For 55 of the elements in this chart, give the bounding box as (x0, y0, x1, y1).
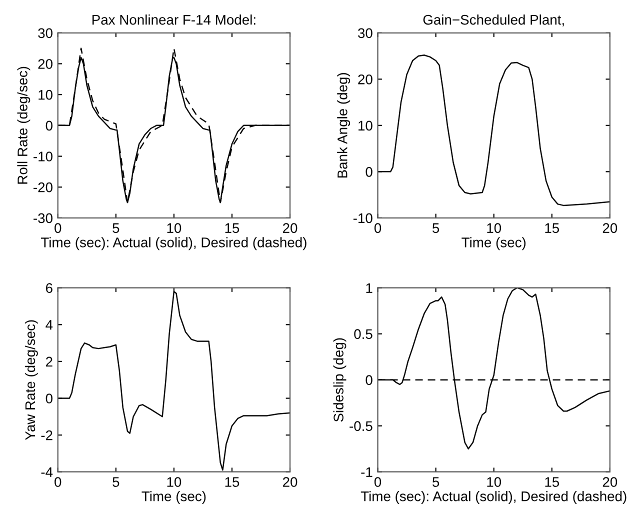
x-tick-label: 20 (602, 477, 618, 487)
y-tick-label: 20 (358, 74, 372, 84)
y-tick-label: 30 (38, 28, 52, 38)
y-tick-label: -10 (34, 152, 52, 162)
y-tick-label: 0 (366, 167, 372, 177)
y-axis-title: Roll Rate (deg/sec) (17, 66, 30, 184)
y-tick-label: 0 (46, 394, 52, 404)
x-tick-label: 15 (545, 223, 560, 233)
y-tick-label: 1 (366, 283, 372, 293)
y-tick-label: 20 (38, 59, 52, 69)
y-tick-label: 0 (366, 375, 372, 386)
x-tick-label: 10 (487, 223, 502, 233)
y-tick-label: -1 (361, 467, 372, 477)
chart-title: Pax Nonlinear F-14 Model: (92, 14, 256, 25)
x-tick-label: 15 (225, 477, 240, 487)
y-tick-label: 6 (46, 283, 52, 294)
y-tick-label: -4 (41, 467, 53, 477)
x-tick-label: 5 (112, 477, 120, 487)
chart-title: Gain−Scheduled Plant, (423, 14, 564, 26)
x-tick-label: 15 (225, 223, 240, 233)
y-axis-title: Sideslip (deg) (333, 338, 346, 422)
x-tick-label: 5 (112, 223, 120, 233)
x-tick-label: 10 (167, 477, 182, 487)
x-tick-label: 0 (54, 223, 62, 233)
x-tick-label: 20 (282, 477, 298, 487)
y-tick-label: 2 (46, 356, 52, 366)
x-tick-label: 10 (487, 477, 502, 487)
x-tick-label: 5 (432, 477, 440, 487)
y-tick-label: -0.5 (350, 421, 372, 432)
y-tick-label: 0.5 (354, 329, 372, 340)
x-tick-label: 0 (54, 477, 62, 487)
y-tick-label: -2 (41, 430, 52, 440)
y-tick-label: -10 (353, 213, 372, 224)
line-series (58, 290, 290, 471)
x-tick-label: 20 (282, 223, 298, 233)
y-tick-label: 10 (358, 120, 372, 131)
y-tick-label: 10 (38, 90, 52, 100)
x-tick-label: 10 (167, 223, 182, 233)
y-tick-label: 4 (46, 320, 53, 330)
y-axis-title: Yaw Rate (deg/sec) (24, 320, 38, 440)
x-tick-label: 0 (374, 223, 382, 233)
x-axis-title: Time (sec) (142, 491, 206, 504)
x-axis-title: Time (sec): Actual (solid), Desired (dashed) (360, 491, 626, 504)
x-tick-label: 15 (545, 477, 560, 487)
y-tick-label: 30 (358, 28, 372, 38)
x-axis-title: Time (sec) (462, 237, 526, 250)
y-axis-title: Bank Angle (deg) (337, 72, 350, 178)
line-series (378, 54, 610, 206)
x-tick-label: 5 (432, 223, 440, 233)
y-tick-label: -20 (34, 182, 52, 192)
x-tick-label: 0 (374, 477, 382, 487)
y-tick-label: -30 (34, 213, 52, 224)
x-axis-title: Time (sec): Actual (solid), Desired (dashed) (40, 237, 306, 250)
x-tick-label: 20 (602, 223, 618, 233)
y-tick-label: 0 (46, 120, 52, 131)
